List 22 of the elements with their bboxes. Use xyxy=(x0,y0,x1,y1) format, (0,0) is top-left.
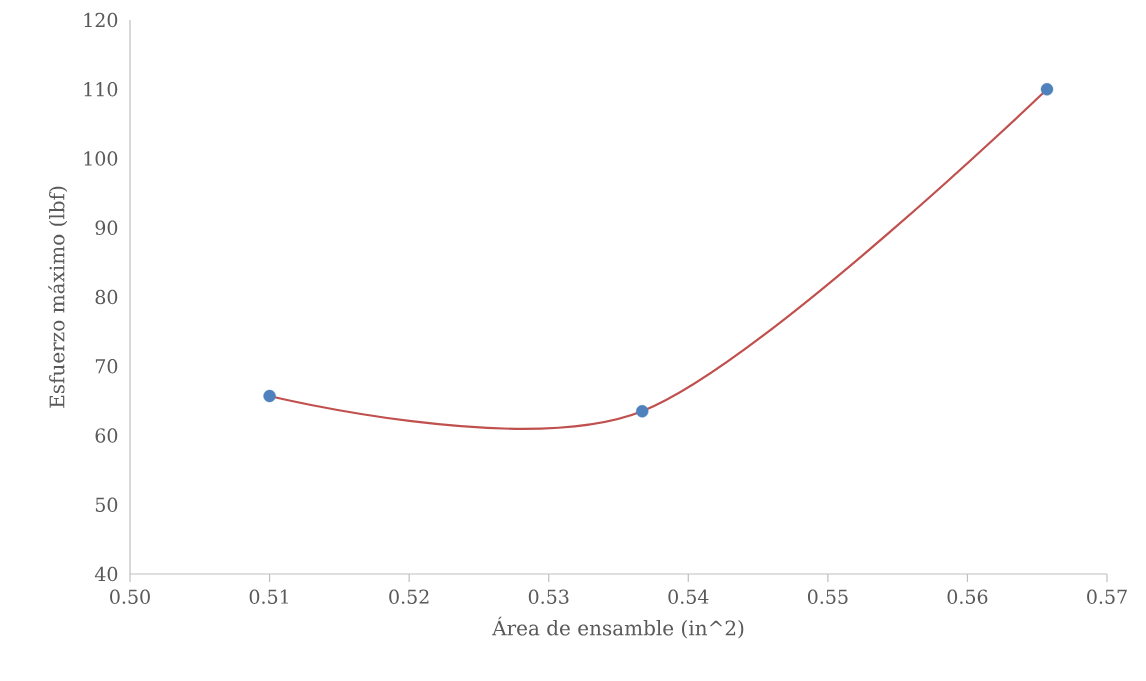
y-tick-label: 60 xyxy=(95,428,118,443)
y-tick-label: 80 xyxy=(95,289,118,305)
point xyxy=(636,405,649,418)
x-tick-label: 0.53 xyxy=(528,589,569,604)
x-axis-title: Área de ensamble (in^2) xyxy=(492,616,744,639)
x-tick-label: 0.55 xyxy=(807,589,848,604)
point xyxy=(1040,83,1054,96)
y-tick-label: 120 xyxy=(84,12,118,28)
x-tick-label: 0.50 xyxy=(110,589,150,604)
x-tick-label: 0.56 xyxy=(947,589,988,604)
x-tick-label: 0.52 xyxy=(389,589,429,604)
x-tick-label: 0.54 xyxy=(668,589,709,604)
y-tick-label: 90 xyxy=(95,220,118,235)
x-tick-label: 0.51 xyxy=(249,589,289,604)
y-tick-label: 110 xyxy=(84,82,118,97)
x-tick-label: 0.57 xyxy=(1087,589,1127,604)
y-tick-label: 70 xyxy=(95,359,118,374)
y-tick-label: 100 xyxy=(84,151,118,166)
y-tick-label: 40 xyxy=(94,566,118,582)
y-tick-label: 50 xyxy=(95,497,118,512)
point xyxy=(263,389,276,403)
y-axis-title: Esfuerzo máximo (lbf) xyxy=(48,186,68,408)
